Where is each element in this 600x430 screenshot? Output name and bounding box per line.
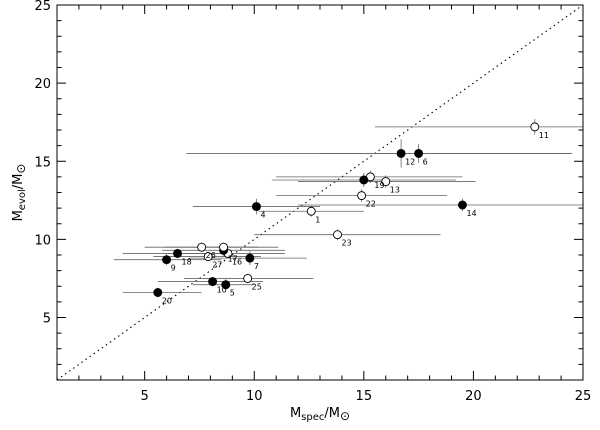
point-label: 13 [390, 186, 400, 195]
open-data-point [219, 242, 229, 252]
open-data-point [197, 242, 207, 252]
filled-data-point [396, 148, 406, 158]
x-tick-label: 15 [356, 389, 373, 404]
filled-data-point [208, 277, 218, 287]
y-tick-label: 10 [34, 233, 51, 248]
open-data-point [381, 177, 391, 187]
point-label: 11 [539, 131, 549, 140]
y-tick-label: 15 [34, 155, 51, 170]
open-data-point [243, 273, 253, 283]
open-data-point [357, 191, 367, 201]
point-label: 4 [260, 211, 265, 220]
data-points-layer [153, 122, 540, 297]
point-label: 20 [162, 297, 172, 306]
y-axis-title: Mevol/M⊙ [11, 164, 28, 222]
y-tick-label: 5 [43, 312, 51, 327]
filled-data-point [458, 200, 467, 210]
filled-data-point [153, 288, 163, 297]
ticks-layer [57, 5, 583, 380]
error-bars-layer [113, 119, 583, 298]
filled-data-point [162, 255, 172, 265]
open-data-point [203, 252, 213, 262]
point-label: 6 [423, 157, 428, 166]
point-label: 1 [315, 215, 320, 224]
point-label: 12 [405, 157, 415, 166]
x-tick-label: 5 [141, 389, 149, 404]
y-axis-title-group: Mevol/M⊙ [11, 164, 28, 222]
point-label: 22 [366, 200, 376, 209]
point-label: 7 [254, 262, 259, 271]
reference-line-layer [56, 4, 584, 381]
point-label: 25 [252, 282, 262, 291]
open-data-point [306, 206, 316, 216]
x-tick-label: 10 [246, 389, 263, 404]
x-tick-label: 25 [575, 389, 592, 404]
x-tick-label: 20 [465, 389, 482, 404]
filled-data-point [173, 248, 182, 258]
y-tick-label: 25 [34, 0, 51, 14]
open-data-point [333, 230, 342, 240]
point-label: 17 [228, 254, 238, 263]
filled-data-point [245, 253, 255, 263]
filled-data-point [251, 202, 261, 212]
y-tick-label: 20 [34, 77, 51, 92]
reference-line [56, 4, 584, 381]
point-label: 23 [342, 239, 352, 248]
open-data-point [530, 122, 540, 132]
filled-data-point [359, 175, 369, 185]
filled-data-point [414, 148, 424, 158]
point-label: 27 [212, 261, 222, 270]
point-label: 18 [182, 257, 192, 266]
point-label: 14 [466, 209, 476, 218]
point-label: 10 [217, 286, 227, 295]
point-label: 26 [206, 251, 216, 260]
point-label: 19 [374, 181, 384, 190]
x-axis-title: Mspec/M⊙ [290, 406, 350, 423]
point-label: 16 [232, 257, 242, 266]
filled-data-point [221, 280, 231, 290]
point-label: 9 [171, 264, 176, 273]
point-label: 5 [230, 289, 235, 298]
